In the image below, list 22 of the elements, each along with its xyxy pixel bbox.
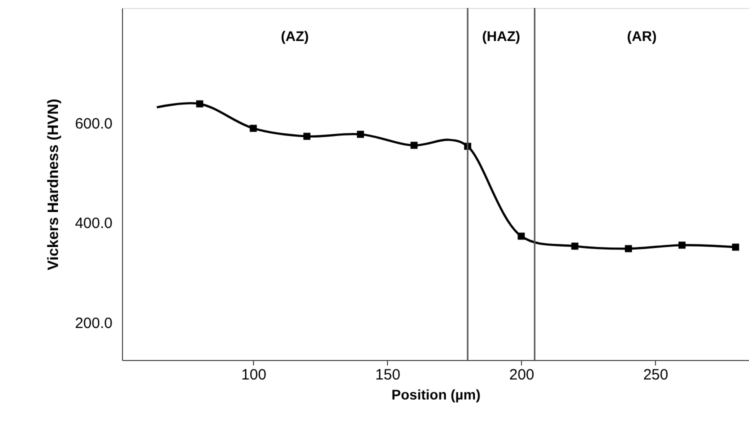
- x-axis-title: Position (µm): [392, 386, 480, 402]
- point: [410, 142, 418, 149]
- point: [571, 242, 578, 250]
- point: [356, 130, 364, 138]
- point: [624, 245, 632, 252]
- x-tick-label: 150: [375, 366, 400, 384]
- x-tick-label: 200: [509, 366, 534, 384]
- point: [250, 124, 257, 132]
- y-tick-label: 400.0: [74, 215, 112, 232]
- point: [196, 100, 204, 108]
- point: [678, 242, 686, 249]
- y-axis-title: Vickers Hardness (HVN): [44, 98, 62, 270]
- annotation: (HAZ): [482, 28, 520, 44]
- annotation: (AZ): [280, 28, 309, 44]
- x-tick-label: 250: [643, 366, 668, 384]
- point: [303, 132, 310, 140]
- point: [518, 232, 525, 240]
- x-tick-label: 100: [241, 366, 266, 384]
- point: [732, 244, 740, 251]
- y-tick-label: 200.0: [74, 315, 112, 332]
- y-tick-label: 600.0: [74, 115, 112, 132]
- annotation: (AR): [627, 28, 657, 44]
